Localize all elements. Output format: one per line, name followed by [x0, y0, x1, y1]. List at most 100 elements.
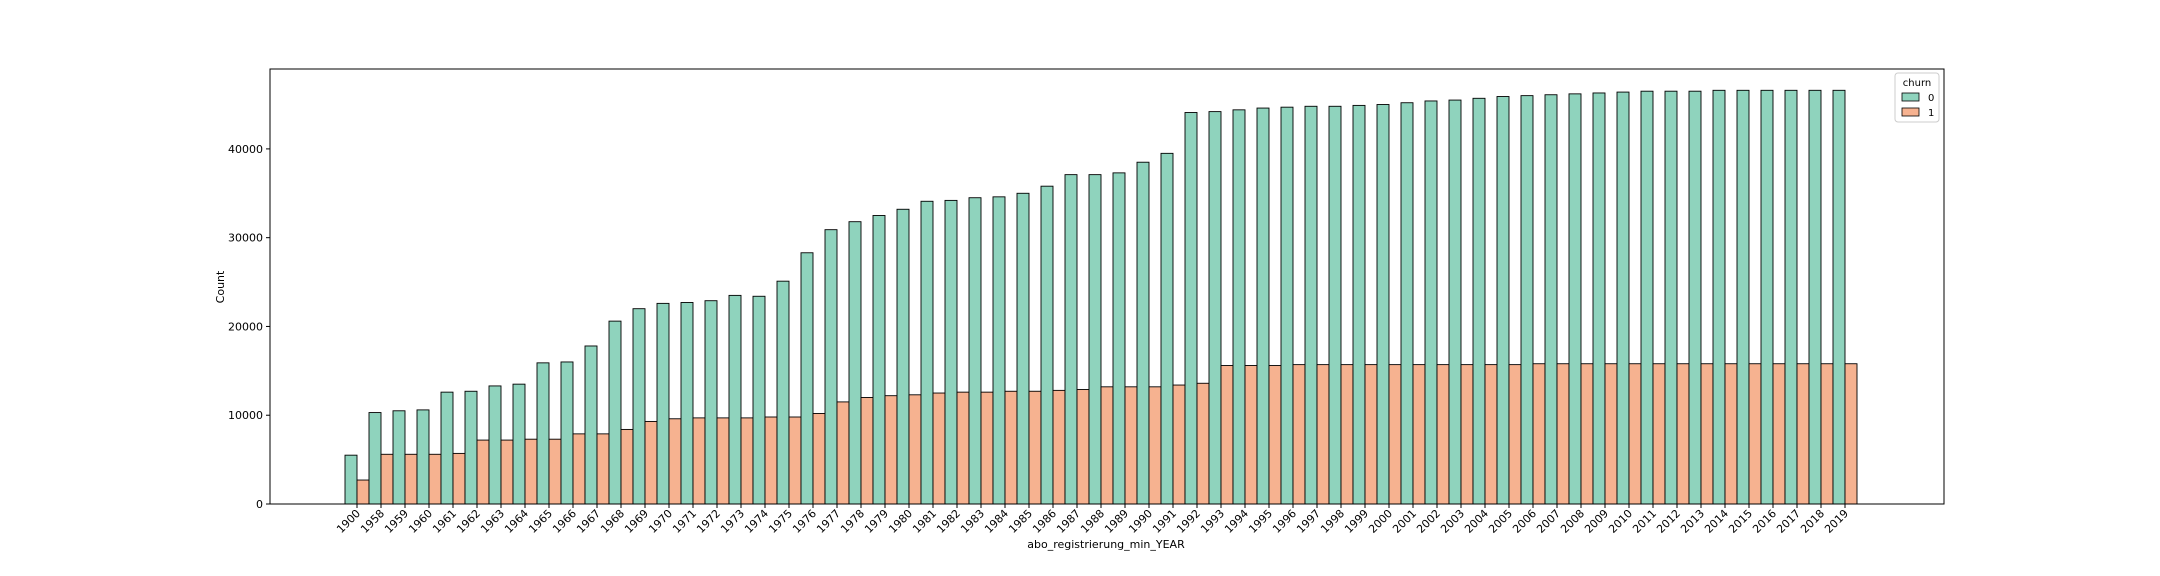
bar-churn-0-1986 — [1040, 185, 1054, 505]
bar-churn-1-1971 — [692, 417, 706, 505]
bar-churn-0-1978 — [848, 221, 862, 505]
bar-churn-1-1968 — [620, 428, 634, 505]
x-tick-label: 1981 — [910, 507, 939, 536]
bar-churn-0-1999 — [1352, 104, 1366, 505]
bar-churn-0-1960 — [416, 409, 430, 505]
bar-churn-1-2002 — [1436, 364, 1450, 505]
x-tick-label: 1973 — [718, 507, 747, 536]
bar-churn-0-2016 — [1760, 89, 1774, 505]
bar-churn-1-1997 — [1316, 364, 1330, 505]
bar-churn-1-2008 — [1580, 363, 1594, 505]
bar-churn-0-1965 — [536, 362, 550, 505]
x-tick-label: 1996 — [1270, 507, 1299, 536]
bar-churn-0-2011 — [1640, 90, 1654, 505]
bar-churn-1-2006 — [1532, 363, 1546, 505]
bar-churn-1-1998 — [1340, 364, 1354, 505]
bar-churn-1-1980 — [908, 394, 922, 505]
bar-churn-0-1998 — [1328, 105, 1342, 505]
x-tick-label: 2015 — [1726, 507, 1755, 536]
x-axis: 1900195819591960196119621963196419651966… — [334, 504, 1851, 536]
bar-churn-1-2004 — [1484, 364, 1498, 505]
bar-churn-1-2015 — [1748, 363, 1762, 505]
bar-churn-1-1969 — [644, 420, 658, 505]
bar-churn-1-1962 — [476, 439, 490, 505]
bar-churn-1-1966 — [572, 433, 586, 505]
bar-churn-0-2009 — [1592, 92, 1606, 505]
bar-churn-0-1968 — [608, 320, 622, 505]
bar-churn-0-1900 — [344, 454, 358, 505]
x-tick-label: 1994 — [1222, 507, 1251, 536]
bar-churn-0-2008 — [1568, 93, 1582, 505]
x-tick-label: 1971 — [670, 507, 699, 536]
x-tick-label: 1982 — [934, 507, 963, 536]
x-tick-label: 2005 — [1486, 507, 1515, 536]
bar-churn-1-1961 — [452, 452, 466, 505]
bar-churn-1-2012 — [1676, 363, 1690, 505]
x-tick-label: 1966 — [550, 507, 579, 536]
bar-churn-0-1991 — [1160, 152, 1174, 505]
bar-churn-1-1958 — [380, 453, 394, 505]
bar-churn-1-1984 — [1004, 390, 1018, 505]
x-tick-label: 1960 — [406, 507, 435, 536]
x-tick-label: 1969 — [622, 507, 651, 536]
legend-label-1: 1 — [1928, 108, 1934, 119]
y-tick-label: 10000 — [228, 409, 263, 422]
y-tick-label: 20000 — [228, 320, 263, 333]
bar-churn-1-1992 — [1196, 382, 1210, 505]
bar-churn-0-2013 — [1688, 90, 1702, 505]
x-tick-label: 1999 — [1342, 507, 1371, 536]
bar-churn-1-1973 — [740, 417, 754, 505]
bar-churn-0-1979 — [872, 215, 886, 505]
bar-churn-1-2018 — [1820, 363, 1834, 505]
bar-churn-1-1965 — [548, 438, 562, 505]
bars-layer — [344, 89, 1858, 505]
bar-churn-1-2017 — [1796, 363, 1810, 505]
bar-churn-1-1986 — [1052, 389, 1066, 505]
bar-churn-1-2014 — [1724, 363, 1738, 505]
bar-churn-0-1976 — [800, 252, 814, 505]
y-tick-label: 40000 — [228, 143, 263, 156]
bar-churn-1-2013 — [1700, 363, 1714, 505]
bar-churn-0-1967 — [584, 345, 598, 505]
bar-churn-0-1981 — [920, 200, 934, 505]
bar-churn-0-2002 — [1424, 100, 1438, 505]
bar-churn-0-1984 — [992, 196, 1006, 505]
bar-churn-1-1982 — [956, 391, 970, 505]
x-tick-label: 1990 — [1126, 507, 1155, 536]
bar-churn-0-1987 — [1064, 174, 1078, 505]
bar-churn-0-1966 — [560, 361, 574, 505]
bar-churn-0-1969 — [632, 308, 646, 505]
bar-churn-0-2010 — [1616, 91, 1630, 505]
bar-churn-1-1990 — [1148, 386, 1162, 505]
bar-churn-1-1960 — [428, 453, 442, 505]
bar-churn-1-1996 — [1292, 364, 1306, 505]
x-tick-label: 2013 — [1678, 507, 1707, 536]
x-tick-label: 1979 — [862, 507, 891, 536]
x-tick-label: 1988 — [1078, 507, 1107, 536]
bar-churn-0-1990 — [1136, 161, 1150, 505]
x-axis-label: abo_registrierung_min_YEAR — [1027, 538, 1185, 551]
x-tick-label: 1998 — [1318, 507, 1347, 536]
x-tick-label: 2011 — [1630, 507, 1659, 536]
y-axis-label: Count — [214, 270, 227, 303]
bar-churn-1-1985 — [1028, 390, 1042, 505]
x-tick-label: 1987 — [1054, 507, 1083, 536]
bar-churn-0-2019 — [1832, 89, 1846, 505]
bar-churn-0-1985 — [1016, 192, 1030, 505]
y-tick-label: 30000 — [228, 232, 263, 245]
bar-churn-1-2000 — [1388, 364, 1402, 505]
bar-churn-0-1983 — [968, 197, 982, 505]
x-tick-label: 2010 — [1606, 507, 1635, 536]
x-tick-label: 1993 — [1198, 507, 1227, 536]
bar-churn-1-1972 — [716, 417, 730, 505]
bar-churn-1-1967 — [596, 433, 610, 505]
bar-churn-1-2007 — [1556, 363, 1570, 505]
x-tick-label: 2006 — [1510, 507, 1539, 536]
x-tick-label: 1961 — [430, 507, 459, 536]
x-tick-label: 1972 — [694, 507, 723, 536]
bar-churn-0-2004 — [1472, 97, 1486, 505]
bar-churn-0-1988 — [1088, 174, 1102, 505]
bar-churn-0-1993 — [1208, 111, 1222, 505]
bar-churn-0-2003 — [1448, 99, 1462, 505]
